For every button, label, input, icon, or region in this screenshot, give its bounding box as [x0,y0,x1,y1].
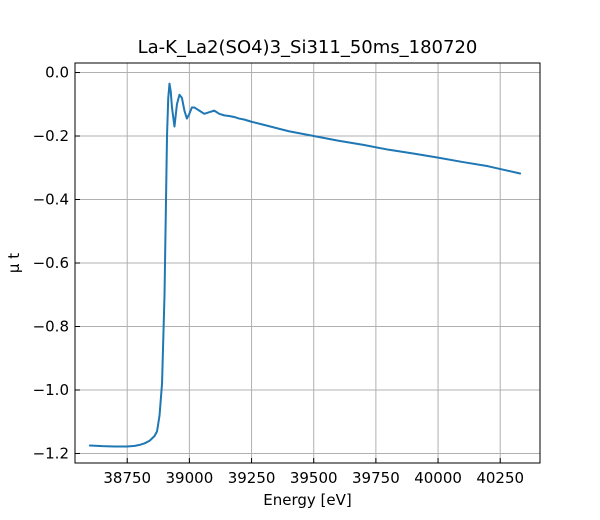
x-tick-label: 39250 [228,469,276,487]
y-tick-label: −0.2 [33,127,69,145]
y-tick-label: 0.0 [45,64,69,82]
x-tick-label: 40250 [476,469,524,487]
y-axis-label: μ t [5,253,23,273]
series-line [88,82,522,448]
chart-title: La-K_La2(SO4)3_Si311_50ms_180720 [138,37,478,58]
x-tick-label: 38750 [103,469,151,487]
x-tick-label: 39750 [352,469,400,487]
x-tick-label: 40000 [414,469,462,487]
y-tick-label: −0.6 [33,254,69,272]
plot-frame [74,62,541,464]
y-tick-label: −1.2 [33,444,69,462]
x-axis: 38750 39000 39250 39500 39750 40000 40250 [103,458,524,487]
x-tick-label: 39000 [166,469,214,487]
x-tick-label: 39500 [290,469,338,487]
y-tick-label: −0.8 [33,317,69,335]
x-axis-label: Energy [eV] [263,491,351,509]
y-tick-label: −1.0 [33,381,69,399]
grid-lines [75,63,540,463]
y-tick-label: −0.4 [33,191,69,209]
y-axis: 0.0 −0.2 −0.4 −0.6 −0.8 −1.0 −1.2 [33,64,80,462]
